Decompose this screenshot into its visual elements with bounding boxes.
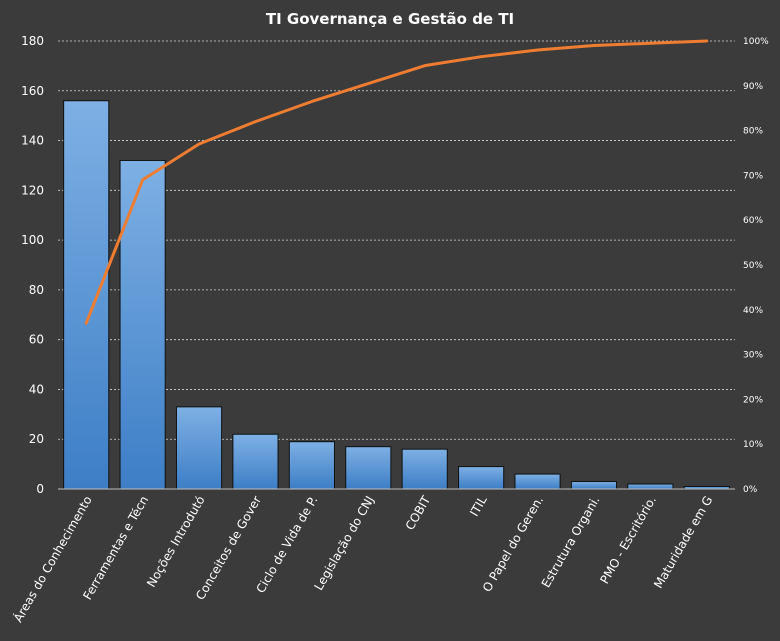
bar — [458, 466, 505, 490]
right-tick-label: 50% — [743, 261, 763, 271]
bar — [627, 483, 674, 490]
right-tick-label: 20% — [743, 395, 763, 405]
cumulative-series — [84, 39, 709, 325]
left-tick-label: 160 — [21, 84, 44, 98]
left-tick-label: 60 — [29, 333, 44, 347]
right-tick-label: 10% — [743, 440, 763, 450]
right-tick-label: 100% — [743, 37, 769, 47]
right-tick-label: 30% — [743, 351, 763, 361]
chart-title: TI Governança e Gestão de TI — [266, 10, 514, 28]
bar — [175, 406, 223, 490]
right-axis-ticks: 0% 10% 20% 30% 40% 50% 60% 70% 80% 90% 100% — [743, 37, 769, 495]
bar — [570, 481, 618, 490]
right-tick-label: 0% — [743, 485, 758, 495]
bar — [288, 441, 335, 490]
left-tick-label: 180 — [21, 34, 44, 48]
right-tick-label: 60% — [743, 216, 763, 226]
gridlines — [58, 40, 735, 440]
bar — [119, 159, 166, 490]
left-tick-label: 80 — [29, 283, 44, 297]
right-tick-label: 90% — [743, 82, 763, 92]
left-tick-label: 20 — [29, 432, 44, 446]
bar — [232, 433, 279, 490]
bar — [514, 473, 561, 490]
right-tick-label: 80% — [743, 127, 763, 137]
bar — [345, 446, 392, 490]
cumulative-line — [84, 39, 709, 325]
left-tick-label: 100 — [21, 233, 44, 247]
left-tick-label: 120 — [21, 183, 44, 197]
left-tick-label: 140 — [21, 134, 44, 148]
bar — [401, 448, 448, 490]
right-tick-label: 70% — [743, 171, 763, 181]
bar — [63, 100, 110, 490]
right-tick-label: 40% — [743, 306, 763, 316]
left-axis-ticks: 0 20 40 60 80 100 120 140 160 180 — [21, 34, 44, 496]
left-tick-label: 40 — [29, 382, 44, 396]
left-tick-label: 0 — [36, 482, 44, 496]
